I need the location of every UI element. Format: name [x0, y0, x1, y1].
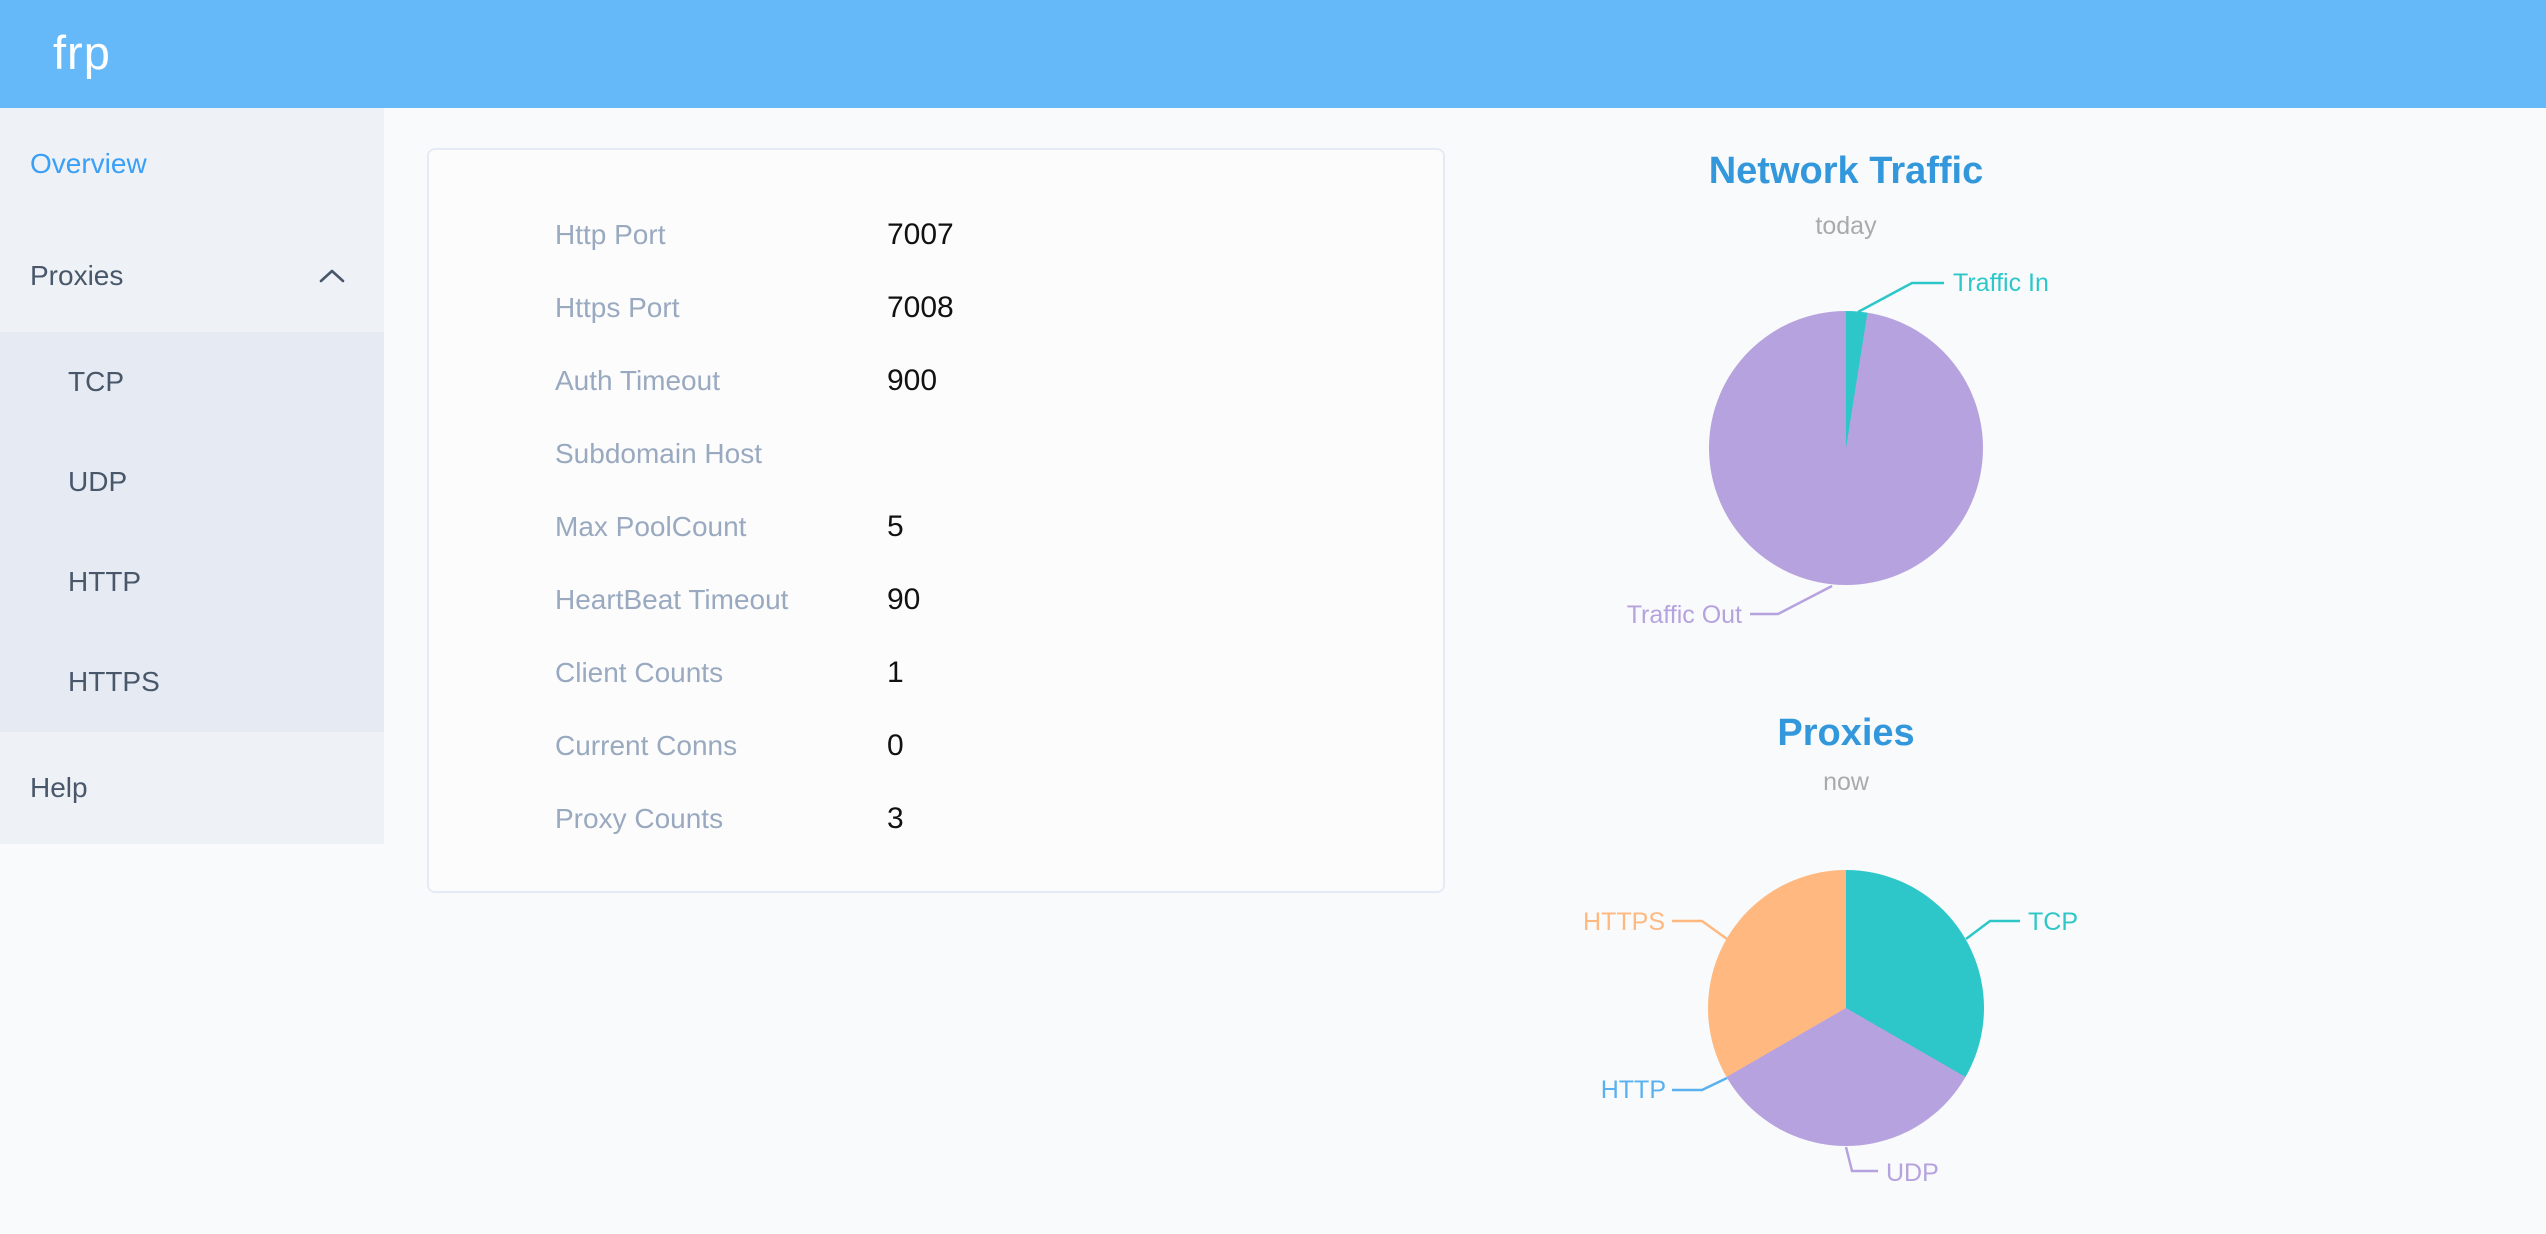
info-row-proxy-counts: Proxy Counts 3	[429, 782, 1443, 855]
sidebar-item-label: Overview	[30, 148, 147, 179]
pie-label-udp: UDP	[1886, 1159, 1939, 1187]
proxies-chart-title: Proxies	[1777, 712, 1915, 754]
info-row-http-port: Http Port 7007	[429, 198, 1443, 271]
info-row-heartbeat-timeout: HeartBeat Timeout 90	[429, 563, 1443, 636]
sidebar-item-label: HTTP	[68, 566, 142, 597]
sidebar-item-label: Help	[30, 772, 88, 803]
info-value: 0	[887, 728, 904, 762]
sidebar-item-https[interactable]: HTTPS	[0, 632, 384, 732]
info-row-client-counts: Client Counts 1	[429, 636, 1443, 709]
server-info-card: Http Port 7007 Https Port 7008 Auth Time…	[427, 148, 1445, 893]
sidebar-item-label: TCP	[68, 366, 124, 397]
sidebar-item-tcp[interactable]: TCP	[0, 332, 384, 432]
info-value: 1	[887, 655, 904, 689]
sidebar-menu: Overview Proxies TCP UDP HTTP HTTPS Help	[0, 108, 384, 844]
network-traffic-chart-title: Network Traffic	[1708, 150, 1984, 192]
pie-label-traffic-in: Traffic In	[1953, 269, 2049, 297]
app-logo: frp	[53, 26, 111, 79]
info-row-auth-timeout: Auth Timeout 900	[429, 344, 1443, 417]
chevron-up-icon	[319, 269, 345, 283]
info-label: Current Conns	[555, 729, 738, 761]
proxies-submenu: TCP UDP HTTP HTTPS	[0, 332, 384, 732]
sidebar-item-label: Proxies	[30, 260, 124, 291]
pie-label-http: HTTP	[1600, 1076, 1666, 1104]
info-value: 900	[887, 363, 938, 397]
info-label: Proxy Counts	[555, 802, 724, 834]
sidebar-item-proxies[interactable]: Proxies	[0, 220, 384, 332]
network-traffic-pie[interactable]	[1709, 311, 1983, 585]
sidebar-item-http[interactable]: HTTP	[0, 532, 384, 632]
app-header: frp	[0, 0, 2546, 108]
info-label: Auth Timeout	[555, 364, 720, 396]
info-value: 5	[887, 509, 904, 543]
sidebar-item-label: UDP	[68, 466, 128, 497]
network-traffic-chart-subtitle: today	[1815, 212, 1877, 240]
pie-label-https: HTTPS	[1583, 908, 1665, 936]
sidebar-item-label: HTTPS	[68, 666, 160, 697]
sidebar-item-overview[interactable]: Overview	[0, 108, 384, 220]
info-label: Max PoolCount	[555, 510, 747, 542]
leader-line-http	[1672, 1076, 1728, 1092]
sidebar-item-udp[interactable]: UDP	[0, 432, 384, 532]
pie-label-traffic-out: Traffic Out	[1626, 601, 1742, 629]
info-label: Http Port	[555, 218, 666, 250]
info-value: 90	[887, 582, 921, 616]
sidebar-item-help[interactable]: Help	[0, 732, 384, 844]
info-label: Https Port	[555, 291, 680, 323]
info-value: 3	[887, 801, 904, 835]
info-value: 7008	[887, 290, 954, 324]
server-info-rows: Http Port 7007 Https Port 7008 Auth Time…	[429, 198, 1443, 855]
info-label: Client Counts	[555, 656, 724, 688]
leader-line-traffic-out	[1750, 584, 1833, 616]
leader-line-traffic-in	[1857, 281, 1944, 314]
leader-line-https	[1672, 919, 1728, 941]
info-row-max-poolcount: Max PoolCount 5	[429, 490, 1443, 563]
leader-line-udp	[1844, 1146, 1878, 1173]
proxies-chart-subtitle: now	[1823, 768, 1869, 796]
proxies-pie[interactable]	[1708, 870, 1984, 1146]
pie-label-tcp: TCP	[2028, 908, 2078, 936]
info-row-https-port: Https Port 7008	[429, 271, 1443, 344]
leader-line-tcp	[1965, 919, 2020, 940]
info-label: Subdomain Host	[555, 437, 763, 469]
info-row-current-conns: Current Conns 0	[429, 709, 1443, 782]
info-label: HeartBeat Timeout	[555, 583, 789, 615]
info-row-subdomain-host: Subdomain Host	[429, 417, 1443, 490]
info-value: 7007	[887, 217, 954, 251]
